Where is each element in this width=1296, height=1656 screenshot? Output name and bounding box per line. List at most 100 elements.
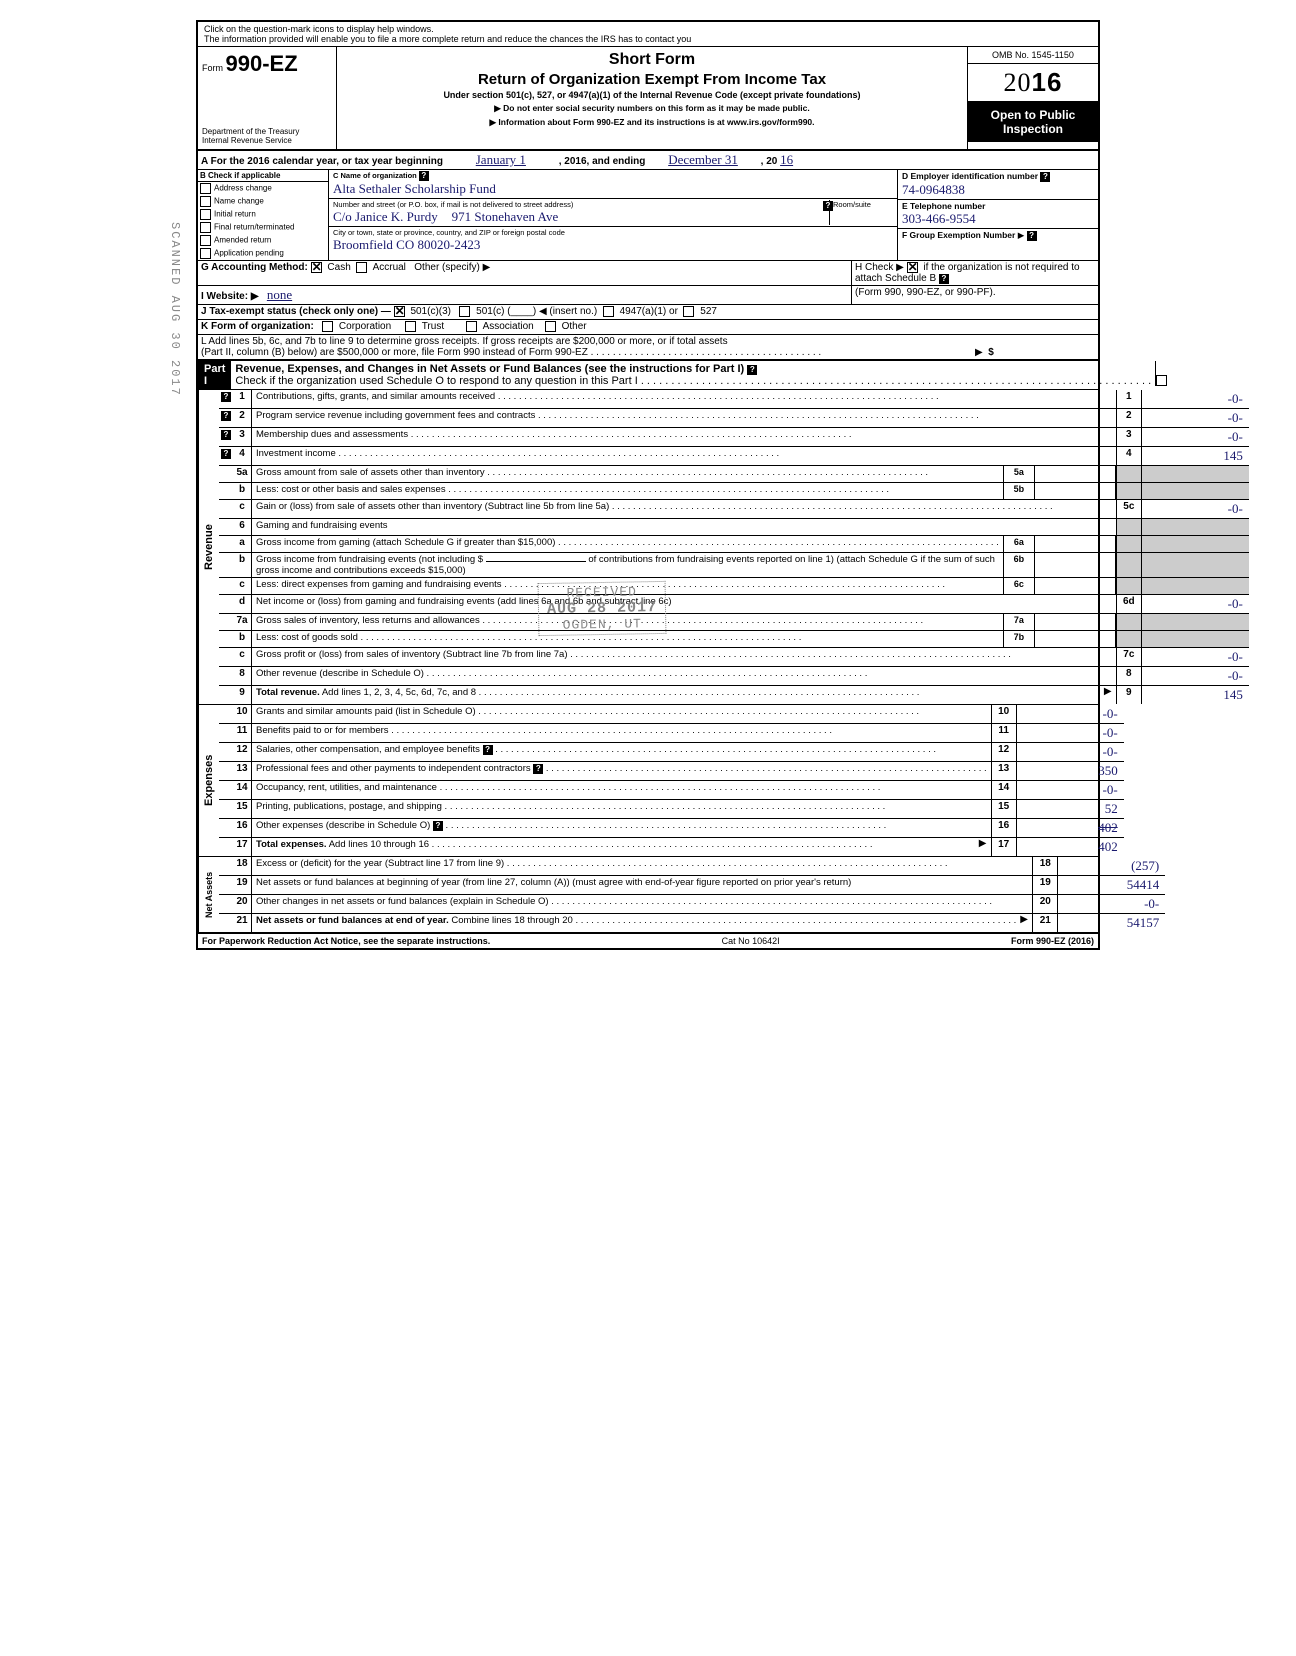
chk-schedule-b-not-required[interactable]	[907, 262, 918, 273]
header-right: OMB No. 1545-1150 2016 Open to Public In…	[967, 47, 1098, 149]
line-help-col	[219, 536, 233, 552]
chk-accrual[interactable]	[356, 262, 367, 273]
line-d: dNet income or (loss) from gaming and fu…	[219, 595, 1249, 614]
line-number: 9	[233, 686, 252, 704]
line-description: Less: direct expenses from gaming and fu…	[252, 578, 1003, 594]
help-icon[interactable]: ?	[221, 411, 231, 421]
line-a-prefix: A For the 2016 calendar year, or tax yea…	[201, 156, 443, 167]
amount-value: 145	[1141, 686, 1249, 704]
help-icon[interactable]: ?	[433, 821, 443, 831]
amount-box-number: 1	[1116, 390, 1141, 408]
help-icon[interactable]: ?	[1027, 231, 1037, 241]
help-icon[interactable]: ?	[1040, 172, 1050, 182]
chk-name-change[interactable]	[200, 196, 211, 207]
line-help-col: ?	[219, 409, 233, 427]
footer-cat-no: Cat No 10642I	[722, 936, 780, 946]
chk-corporation[interactable]	[322, 321, 333, 332]
line-15: 15Printing, publications, postage, and s…	[219, 800, 1124, 819]
inner-box-label: 6a	[1003, 536, 1035, 552]
line-description: Total revenue. Add lines 1, 2, 3, 4, 5c,…	[252, 686, 1104, 704]
chk-address-change[interactable]	[200, 183, 211, 194]
help-icon[interactable]: ?	[939, 274, 949, 284]
lbl-association: Association	[483, 321, 534, 332]
line-b: bLess: cost of goods sold7b	[219, 631, 1249, 648]
line-description: Salaries, other compensation, and employ…	[252, 743, 991, 761]
website-value: none	[267, 287, 292, 302]
amount-val-shaded	[1141, 614, 1249, 630]
amount-value: -0-	[1141, 390, 1249, 408]
org-name-label: C Name of organization ?	[333, 171, 893, 181]
line-3: ?3Membership dues and assessments3-0-	[219, 428, 1249, 447]
lbl-527: 527	[700, 306, 717, 317]
arrow-icon: ▶	[1020, 914, 1032, 932]
form-prefix: Form	[202, 63, 223, 73]
h-check-label: H Check ▶	[855, 262, 904, 273]
lbl-cash: Cash	[327, 262, 350, 273]
inner-box-label: 5a	[1003, 466, 1035, 482]
help-icon[interactable]: ?	[221, 449, 231, 459]
help-icon[interactable]: ?	[483, 745, 493, 755]
line-1: ?1Contributions, gifts, grants, and simi…	[219, 390, 1249, 409]
form-number: 990-EZ	[226, 51, 298, 76]
amount-box-number: 7c	[1116, 648, 1141, 666]
amount-value: -0-	[1057, 895, 1165, 913]
group-exemption-label: F Group Exemption Number	[902, 230, 1015, 240]
line-help-col	[219, 595, 233, 613]
line-number: d	[233, 595, 252, 613]
amount-box-number: 3	[1116, 428, 1141, 446]
chk-trust[interactable]	[405, 321, 416, 332]
chk-cash[interactable]	[311, 262, 322, 273]
lbl-trust: Trust	[422, 321, 444, 332]
amount-box-number: 2	[1116, 409, 1141, 427]
help-icon[interactable]: ?	[533, 764, 543, 774]
row-l-gross-receipts: L Add lines 5b, 6c, and 7b to line 9 to …	[198, 335, 1098, 361]
subtitle: Under section 501(c), 527, or 4947(a)(1)…	[343, 90, 961, 100]
identity-block: B Check if applicable Address change Nam…	[198, 170, 1098, 261]
lbl-501c3: 501(c)(3)	[410, 306, 451, 317]
chk-initial-return[interactable]	[200, 209, 211, 220]
line-number: 2	[233, 409, 252, 427]
help-icon[interactable]: ?	[747, 365, 757, 375]
line-help-col	[219, 876, 233, 894]
chk-application-pending[interactable]	[200, 248, 211, 259]
line-number: 13	[233, 762, 252, 780]
help-icon[interactable]: ?	[823, 201, 833, 211]
line-number: 3	[233, 428, 252, 446]
amount-val-shaded	[1141, 466, 1249, 482]
chk-association[interactable]	[466, 321, 477, 332]
help-icon[interactable]: ?	[221, 430, 231, 440]
amount-val-shaded	[1141, 483, 1249, 499]
line-number: 4	[233, 447, 252, 465]
chk-527[interactable]	[683, 306, 694, 317]
lbl-amended-return: Amended return	[214, 236, 271, 245]
title-short-form: Short Form	[343, 51, 961, 69]
column-def: D Employer identification number ? 74-09…	[898, 170, 1098, 260]
irs-label: Internal Revenue Service	[202, 136, 332, 145]
lbl-accrual: Accrual	[373, 262, 406, 273]
lbl-501c-insert: ) ◀ (insert no.)	[533, 306, 597, 317]
line-help-col	[219, 667, 233, 685]
line-b: bLess: cost or other basis and sales exp…	[219, 483, 1249, 500]
chk-other-org[interactable]	[545, 321, 556, 332]
chk-final-return[interactable]	[200, 222, 211, 233]
line-b: bGross income from fundraising events (n…	[219, 553, 1249, 578]
amount-val-shaded	[1141, 631, 1249, 647]
inner-box-value	[1035, 536, 1116, 552]
chk-501c3[interactable]	[394, 306, 405, 317]
amount-box-number: 8	[1116, 667, 1141, 685]
line-8: 8Other revenue (describe in Schedule O)8…	[219, 667, 1249, 686]
org-name: Alta Sethaler Scholarship Fund	[333, 181, 496, 196]
line-description: Excess or (deficit) for the year (Subtra…	[252, 857, 1032, 875]
chk-501c[interactable]	[459, 306, 470, 317]
help-icon[interactable]: ?	[221, 392, 231, 402]
help-icon[interactable]: ?	[419, 171, 429, 181]
row-l-line1: L Add lines 5b, 6c, and 7b to line 9 to …	[201, 336, 728, 347]
arrow-icon: ▶	[979, 838, 991, 856]
chk-4947[interactable]	[603, 306, 614, 317]
line-description: Other changes in net assets or fund bala…	[252, 895, 1032, 913]
line-12: 12Salaries, other compensation, and empl…	[219, 743, 1124, 762]
line-4: ?4Investment income4145	[219, 447, 1249, 466]
line-a-suffix: , 20	[761, 156, 778, 167]
chk-schedule-o-part-i[interactable]	[1156, 375, 1167, 386]
chk-amended-return[interactable]	[200, 235, 211, 246]
